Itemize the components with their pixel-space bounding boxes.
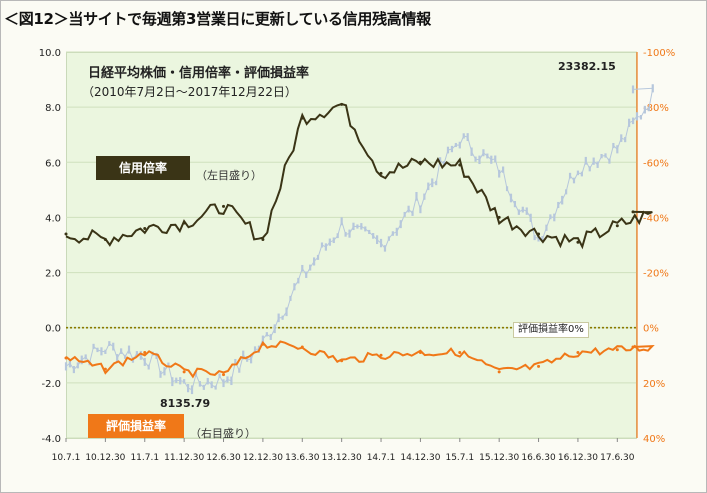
y-right-tick: -80% — [643, 103, 669, 114]
valuation-point — [537, 364, 541, 368]
valuation-line — [65, 340, 655, 379]
valuation-point — [103, 367, 107, 371]
x-tick-label: 13.12.30 — [322, 453, 362, 463]
x-tick-label: 14.12.30 — [400, 453, 440, 463]
valuation-point — [631, 345, 635, 349]
x-tick-label: 10.12.30 — [85, 453, 125, 463]
margin-ratio-point — [576, 240, 580, 244]
valuation-point — [458, 351, 462, 355]
valuation-point — [379, 353, 383, 357]
valuation-point — [576, 351, 580, 355]
valuation-point — [300, 345, 304, 349]
chart-subtitle: （2010年7月2日〜2017年12月22日） — [82, 85, 297, 99]
y-right-tick: 0% — [643, 324, 659, 335]
margin-ratio-point — [103, 237, 107, 241]
x-tick-label: 17.6.30 — [600, 453, 635, 463]
page-title: ＜図12＞当サイトで毎週第3営業日に更新している信用残高情報 — [4, 10, 431, 28]
chart-title: 日経平均株価・信用倍率・評価損益率 — [88, 66, 310, 81]
margin-ratio-point — [261, 237, 265, 241]
y-right-tick: 40% — [643, 434, 665, 445]
margin-ratio-point — [497, 215, 501, 219]
y-left-tick: 10.0 — [39, 48, 61, 59]
x-tick-label: 10.7.1 — [52, 453, 81, 463]
zero-line-label: 評価損益率0% — [513, 322, 589, 338]
y-right-tick: -40% — [643, 213, 669, 224]
margin-ratio-point — [340, 102, 344, 106]
margin-ratio-tag: 信用倍率 — [96, 156, 190, 180]
y-left-tick: -4.0 — [41, 434, 61, 445]
valuation-point — [143, 351, 147, 355]
y-right-tick: 20% — [643, 379, 665, 390]
x-tick-label: 15.12.30 — [479, 453, 519, 463]
margin-ratio-point — [631, 210, 635, 214]
nikkei-line — [65, 87, 654, 391]
peak-value-label: 23382.15 — [558, 60, 616, 73]
valuation-point — [222, 373, 226, 377]
low-value-label: 8135.79 — [160, 397, 211, 410]
y-left-tick: 0.0 — [45, 324, 61, 335]
y-left-tick: 8.0 — [45, 103, 61, 114]
margin-ratio-point — [615, 224, 619, 228]
valuation-point — [261, 342, 265, 346]
x-tick-label: 16.12.30 — [558, 453, 598, 463]
x-tick-label: 12.12.30 — [243, 453, 283, 463]
margin-ratio-point — [300, 116, 304, 120]
y-left-tick: 4.0 — [45, 213, 61, 224]
margin-ratio-axis-note: （左目盛り） — [196, 169, 262, 182]
x-tick-label: 12.6.30 — [206, 453, 241, 463]
margin-ratio-point — [458, 163, 462, 167]
margin-ratio-line — [65, 102, 653, 250]
y-right-tick: -20% — [643, 269, 669, 280]
valuation-axis-note: （右目盛り） — [190, 427, 256, 440]
margin-ratio-point — [537, 232, 541, 236]
x-tick-label: 11.12.30 — [164, 453, 204, 463]
margin-ratio-point — [182, 221, 186, 225]
margin-ratio-point — [379, 171, 383, 175]
y-left-tick: -2.0 — [41, 379, 61, 390]
margin-ratio-point — [418, 160, 422, 164]
valuation-point — [615, 348, 619, 352]
valuation-point — [340, 359, 344, 363]
x-tick-label: 14.7.1 — [367, 453, 396, 463]
x-tick-label: 15.7.1 — [445, 453, 474, 463]
valuation-point — [64, 356, 68, 360]
x-tick-label: 11.7.1 — [130, 453, 159, 463]
margin-ratio-point — [143, 226, 147, 230]
margin-ratio-point — [222, 204, 226, 208]
valuation-point — [182, 370, 186, 374]
margin-ratio-point — [64, 232, 68, 236]
x-tick-label: 16.6.30 — [521, 453, 556, 463]
valuation-tag: 評価損益率 — [88, 414, 184, 438]
x-tick-label: 13.6.30 — [285, 453, 320, 463]
y-left-tick: 6.0 — [45, 158, 61, 169]
valuation-point — [418, 351, 422, 355]
y-right-tick: -60% — [643, 158, 669, 169]
valuation-point — [497, 370, 501, 374]
y-left-tick: 2.0 — [45, 269, 61, 280]
y-right-tick: -100% — [643, 48, 675, 59]
